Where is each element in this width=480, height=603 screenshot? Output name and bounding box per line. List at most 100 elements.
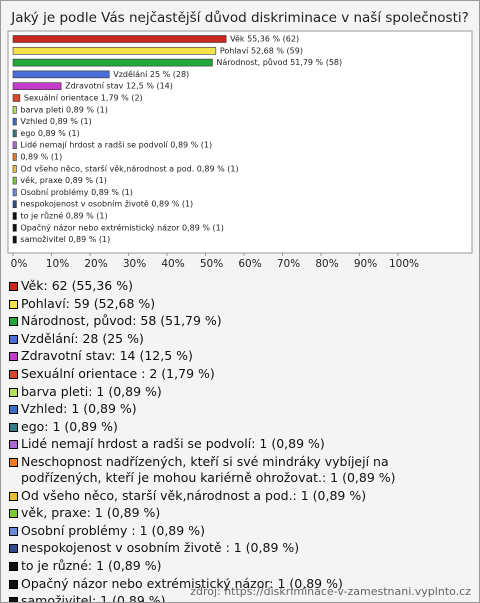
- legend-label: ego: 1 (0,89 %): [21, 418, 118, 434]
- bar-label: Vzdělání 25 % (28): [113, 70, 189, 79]
- source: zdroj: https://diskriminace-v-zamestnani…: [190, 585, 471, 598]
- bar: [12, 129, 17, 138]
- bar-label: Osobní problémy 0,89 % (1): [20, 187, 132, 197]
- bar: [12, 153, 17, 161]
- bar: [12, 188, 17, 197]
- legend-item: barva pleti: 1 (0,89 %): [9, 384, 471, 400]
- legend-label: samoživitel: 1 (0,89 %): [21, 593, 166, 603]
- legend-label: Od všeho něco, starší věk,národnost a po…: [21, 487, 367, 503]
- bar: [12, 46, 217, 55]
- legend-label: Neschopnost nadřízených, kteří si své mi…: [21, 453, 396, 485]
- x-tick-label: 70%: [277, 258, 300, 270]
- legend-label: věk, praxe: 1 (0,89 %): [21, 505, 161, 521]
- bar: [12, 82, 62, 90]
- x-tick-label: 100%: [389, 258, 419, 270]
- legend-swatch: [9, 526, 18, 536]
- bar-label: Lidé nemají hrdost a radši se podvolí 0,…: [20, 140, 212, 150]
- legend-label: Pohlaví: 59 (52,68 %): [21, 295, 156, 311]
- bar-label: Pohlaví 52,68 % (59): [220, 46, 303, 55]
- legend-item: věk, praxe: 1 (0,89 %): [9, 505, 471, 521]
- bar: [12, 58, 213, 67]
- x-tick-label: 30%: [123, 258, 146, 270]
- bar-label: Od všeho něco, starší věk,národnost a po…: [20, 163, 238, 173]
- bar-label: samoživitel 0,89 % (1): [20, 235, 110, 244]
- bar-label: Národnost, původ 51,79 % (58): [216, 57, 342, 67]
- legend-swatch: [9, 282, 18, 291]
- legend-item: samoživitel: 1 (0,89 %): [9, 593, 471, 603]
- legend-label: Zdravotní stav: 14 (12,5 %): [21, 348, 193, 364]
- legend-item: Národnost, původ: 58 (51,79 %): [9, 313, 471, 329]
- legend-swatch: [9, 544, 18, 554]
- bar-label: Zdravotní stav 12,5 % (14): [65, 82, 173, 91]
- legend-label: Sexuální orientace : 2 (1,79 %): [21, 365, 215, 381]
- x-tick-label: 20%: [84, 258, 107, 270]
- plot-frame: [7, 30, 473, 254]
- legend-item: Vzhled: 1 (0,89 %): [9, 401, 471, 417]
- legend-swatch: [9, 299, 18, 309]
- legend-swatch: [9, 422, 18, 432]
- legend-label: Opačný názor nebo extrémistický názor: 1…: [21, 575, 343, 591]
- legend-label: Národnost, původ: 58 (51,79 %): [21, 313, 222, 329]
- legend-item: Vzdělání: 28 (25 %): [9, 331, 471, 347]
- chart-title: Jaký je podle Vás nejčastější důvod disk…: [10, 10, 469, 26]
- bar-label: barva pleti 0,89 % (1): [20, 105, 107, 114]
- x-tick-label: 50%: [200, 258, 223, 270]
- legend-swatch: [9, 405, 18, 415]
- bar-label: Sexuální orientace 1,79 % (2): [24, 94, 143, 103]
- legend-item: Věk: 62 (55,36 %): [9, 278, 471, 294]
- legend-item: Osobní problémy : 1 (0,89 %): [9, 523, 471, 539]
- legend-item: Opačný názor nebo extrémistický názor: 1…: [9, 576, 471, 592]
- legend-item: Od všeho něco, starší věk,národnost a po…: [9, 488, 471, 504]
- legend-label: Vzdělání: 28 (25 %): [21, 330, 144, 346]
- legend-swatch: [9, 579, 18, 589]
- legend-swatch: [9, 352, 18, 362]
- legend-swatch: [9, 597, 18, 602]
- legend-label: Věk: 62 (55,36 %): [21, 278, 133, 293]
- x-tick-label: 80%: [315, 258, 338, 270]
- legend-item: Sexuální orientace : 2 (1,79 %): [9, 366, 471, 382]
- bar: [12, 94, 21, 102]
- legend-item: Lidé nemají hrdost a radši se podvolí: 1…: [9, 436, 471, 452]
- legend-swatch: [9, 317, 18, 327]
- bar: [12, 117, 17, 126]
- legend: Věk: 62 (55,36 %) Pohlaví: 59 (52,68 %) Ná…: [9, 278, 471, 603]
- bar-label: ego 0,89 % (1): [20, 129, 79, 138]
- bar: [12, 106, 17, 114]
- bar: [12, 70, 110, 79]
- bar: [12, 165, 17, 173]
- legend-swatch: [9, 387, 18, 397]
- legend-label: nespokojenost v osobním životě : 1 (0,89…: [21, 540, 300, 556]
- x-tick-label: 10%: [46, 258, 69, 270]
- bar-label: 0,89 % (1): [20, 153, 62, 162]
- x-tick-label: 0%: [11, 258, 28, 270]
- bar-label: Věk 55,36 % (62): [230, 35, 299, 44]
- legend-swatch: [9, 509, 18, 519]
- legend-swatch: [9, 440, 18, 450]
- legend-label: to je různé: 1 (0,89 %): [21, 557, 162, 573]
- bar-label: Opačný názor nebo extrémistický názor 0,…: [20, 222, 223, 232]
- x-tick-label: 90%: [354, 258, 377, 270]
- legend-item: ego: 1 (0,89 %): [9, 419, 471, 435]
- bar: [12, 200, 17, 208]
- bar: [12, 176, 17, 185]
- legend-swatch: [9, 369, 18, 379]
- bar-label: Vzhled 0,89 % (1): [20, 117, 91, 126]
- legend-swatch: [9, 491, 18, 501]
- legend-label: Osobní problémy : 1 (0,89 %): [21, 522, 205, 538]
- bar: [12, 141, 17, 149]
- bar-label: to je různé 0,89 % (1): [20, 211, 107, 221]
- legend-swatch: [9, 334, 18, 344]
- legend-item: Zdravotní stav: 14 (12,5 %): [9, 348, 471, 364]
- legend-item: nespokojenost v osobním životě : 1 (0,89…: [9, 540, 471, 556]
- x-tick-label: 40%: [161, 258, 184, 270]
- legend-item: Neschopnost nadřízených, kteří si své mi…: [9, 454, 471, 486]
- bar-label: nespokojenost v osobním životě 0,89 % (1…: [20, 200, 193, 209]
- bar: [12, 235, 17, 244]
- chart: Jaký je podle Vás nejčastější důvod disk…: [7, 10, 473, 270]
- legend-item: to je různé: 1 (0,89 %): [9, 558, 471, 574]
- bar: [12, 224, 17, 232]
- legend-label: Vzhled: 1 (0,89 %): [21, 401, 137, 417]
- x-tick-label: 60%: [238, 258, 261, 270]
- bar-label: věk, praxe 0,89 % (1): [20, 176, 106, 185]
